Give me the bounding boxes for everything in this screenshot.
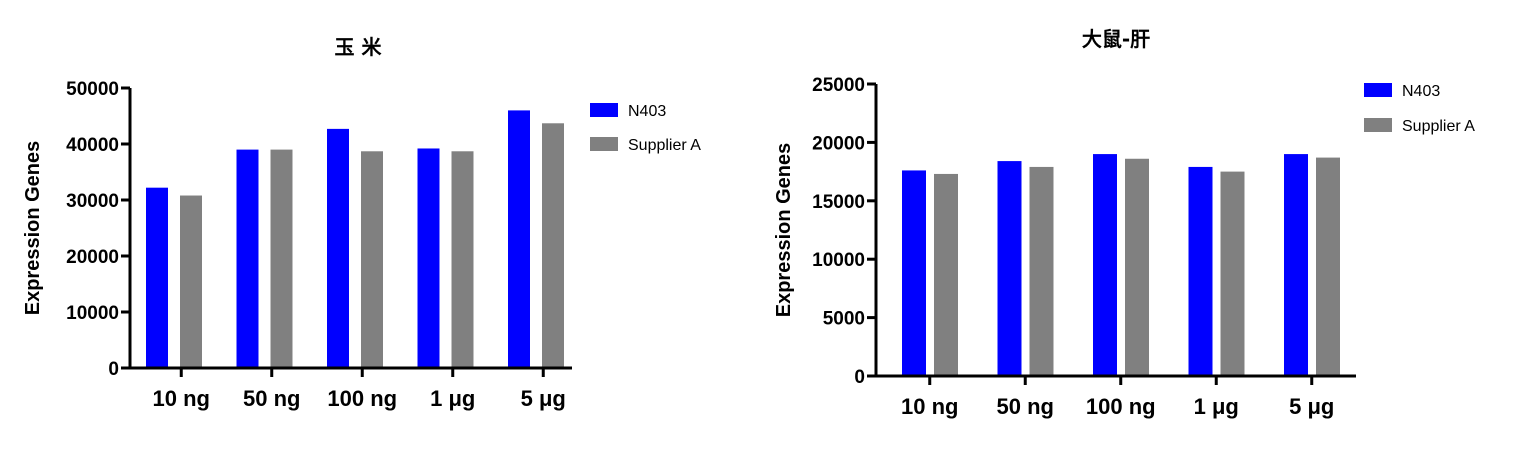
x-tick-label: 10 ng	[153, 386, 210, 411]
y-tick-label: 5000	[823, 309, 865, 330]
y-tick-label: 10000	[812, 250, 865, 271]
bar-supplier-a-2	[270, 149, 293, 368]
x-tick-label: 5 μg	[521, 386, 566, 411]
bar-n403-3	[1093, 154, 1117, 376]
legend-swatch	[590, 103, 618, 117]
y-tick-label: 20000	[812, 133, 865, 154]
bar-n403-1	[902, 170, 926, 376]
bar-supplier-a-3	[1125, 158, 1149, 376]
x-tick-label: 1 μg	[430, 386, 475, 411]
x-tick-label: 50 ng	[997, 394, 1054, 419]
bar-n403-4	[417, 148, 440, 368]
y-tick-label: 30000	[66, 191, 119, 212]
x-tick-label: 50 ng	[243, 386, 300, 411]
bar-n403-3	[327, 128, 349, 368]
legend-label: Supplier A	[1402, 118, 1475, 135]
y-tick-label: 0	[854, 367, 865, 388]
bar-n403-2	[236, 149, 259, 368]
y-tick-label: 25000	[812, 75, 865, 96]
x-tick-label: 100 ng	[327, 386, 397, 411]
bar-n403-5	[508, 110, 530, 369]
chart-title: 大鼠-肝	[1082, 27, 1150, 51]
chart-1: 玉 米 Expression Genes 10 ng 50 ng 100 ng 1 μg 5…	[22, 35, 701, 411]
legend-label: N403	[1402, 83, 1440, 100]
y-tick-label: 20000	[66, 247, 119, 268]
y-axis-label: Expression Genes	[22, 141, 44, 316]
bar-supplier-a-5	[1316, 157, 1340, 376]
y-axis-label: Expression Genes	[773, 143, 795, 318]
legend-label: Supplier A	[628, 137, 701, 154]
bar-supplier-a-5	[542, 123, 564, 368]
x-tick-label: 100 ng	[1086, 394, 1156, 419]
legend-swatch	[1364, 118, 1392, 132]
y-tick-label: 50000	[66, 79, 119, 100]
bar-supplier-a-2	[1029, 166, 1054, 376]
bar-supplier-a-4	[1220, 171, 1245, 376]
bar-supplier-a-1	[934, 173, 958, 376]
x-tick-label: 10 ng	[901, 394, 958, 419]
bar-n403-4	[1188, 166, 1213, 376]
bar-supplier-a-1	[180, 195, 202, 368]
chart-title: 玉 米	[335, 35, 383, 59]
legend-label: N403	[628, 103, 666, 120]
chart-2: 大鼠-肝 Expression Genes 10 ng 50 ng 100 ng 1 μg…	[773, 27, 1475, 419]
bar-n403-1	[146, 187, 168, 368]
bar-n403-2	[997, 161, 1022, 376]
x-tick-label: 5 μg	[1289, 394, 1334, 419]
bar-n403-5	[1284, 154, 1308, 376]
legend-swatch	[590, 137, 618, 151]
y-tick-label: 15000	[812, 192, 865, 213]
bar-supplier-a-4	[451, 151, 474, 368]
y-tick-label: 0	[108, 359, 119, 380]
bar-supplier-a-3	[361, 151, 383, 368]
legend-swatch	[1364, 83, 1392, 97]
x-tick-label: 1 μg	[1194, 394, 1239, 419]
y-tick-label: 40000	[66, 135, 119, 156]
y-tick-label: 10000	[66, 303, 119, 324]
